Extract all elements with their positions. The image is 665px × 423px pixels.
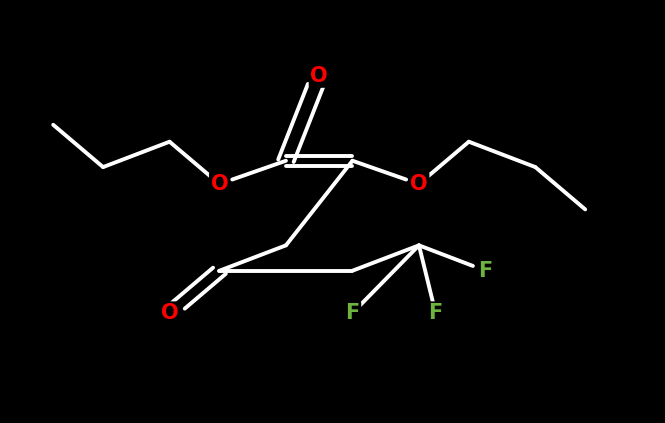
Text: O: O <box>311 66 328 86</box>
Text: O: O <box>161 303 178 323</box>
Text: O: O <box>410 174 428 194</box>
Text: F: F <box>478 261 493 281</box>
Text: O: O <box>211 174 228 194</box>
Text: F: F <box>345 303 360 323</box>
Text: F: F <box>428 303 443 323</box>
